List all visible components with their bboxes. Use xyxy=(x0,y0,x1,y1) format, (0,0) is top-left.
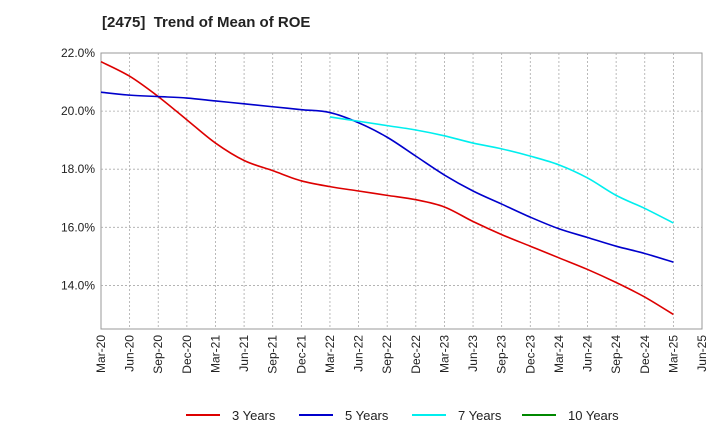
grid-lines xyxy=(101,53,702,329)
legend-item: 7 Years xyxy=(412,404,501,426)
x-axis-ticks: Mar-20 Jun-20 Sep-20 Dec-20 Mar-21 Jun-21 Sep-… xyxy=(94,335,709,374)
y-axis-ticks: 14.0% 16.0% 18.0% 20.0% 22.0% xyxy=(61,46,95,292)
x-tick-label: Jun-24 xyxy=(581,335,595,372)
x-tick-label: Dec-23 xyxy=(523,335,537,374)
legend-item: 5 Years xyxy=(299,404,388,426)
legend-item: 10 Years xyxy=(522,404,619,426)
legend-swatch xyxy=(186,414,220,416)
x-tick-label: Jun-23 xyxy=(466,335,480,372)
x-tick-label: Sep-20 xyxy=(151,335,165,374)
x-tick-label: Dec-21 xyxy=(294,335,308,374)
legend: 3 Years 5 Years 7 Years 10 Years xyxy=(0,404,720,426)
x-tick-label: Sep-24 xyxy=(609,335,623,374)
legend-swatch xyxy=(299,414,333,416)
series-lines xyxy=(100,61,674,316)
series-line-3-years xyxy=(100,61,674,316)
plot-frame xyxy=(100,52,703,330)
series-line-7-years xyxy=(329,116,674,224)
x-tick-label: Mar-24 xyxy=(552,335,566,373)
legend-label: 10 Years xyxy=(568,407,619,423)
legend-label: 7 Years xyxy=(458,407,502,423)
legend-label: 5 Years xyxy=(345,407,389,423)
x-tick-label: Sep-22 xyxy=(380,335,394,374)
x-tick-label: Jun-21 xyxy=(237,335,251,372)
x-tick-label: Mar-21 xyxy=(208,335,222,373)
series-line-5-years xyxy=(100,91,674,263)
x-tick-label: Jun-25 xyxy=(695,335,709,372)
y-tick-label: 16.0% xyxy=(61,220,95,234)
y-tick-label: 22.0% xyxy=(61,46,95,60)
y-tick-label: 18.0% xyxy=(61,162,95,176)
x-tick-label: Sep-21 xyxy=(266,335,280,374)
x-tick-label: Dec-24 xyxy=(638,335,652,374)
y-tick-label: 20.0% xyxy=(61,104,95,118)
x-tick-label: Dec-22 xyxy=(409,335,423,374)
x-tick-label: Mar-20 xyxy=(94,335,108,373)
x-tick-label: Sep-23 xyxy=(495,335,509,374)
x-tick-label: Dec-20 xyxy=(180,335,194,374)
chart-title: [2475] Trend of Mean of ROE xyxy=(102,14,311,31)
x-tick-label: Jun-20 xyxy=(123,335,137,372)
x-tick-label: Mar-22 xyxy=(323,335,337,373)
legend-label: 3 Years xyxy=(232,407,276,423)
x-tick-label: Mar-25 xyxy=(666,335,680,373)
legend-item: 3 Years xyxy=(186,404,275,426)
y-tick-label: 14.0% xyxy=(61,278,95,292)
x-tick-label: Jun-22 xyxy=(352,335,366,372)
legend-swatch xyxy=(522,414,556,416)
legend-swatch xyxy=(412,414,446,416)
x-tick-label: Mar-23 xyxy=(437,335,451,373)
